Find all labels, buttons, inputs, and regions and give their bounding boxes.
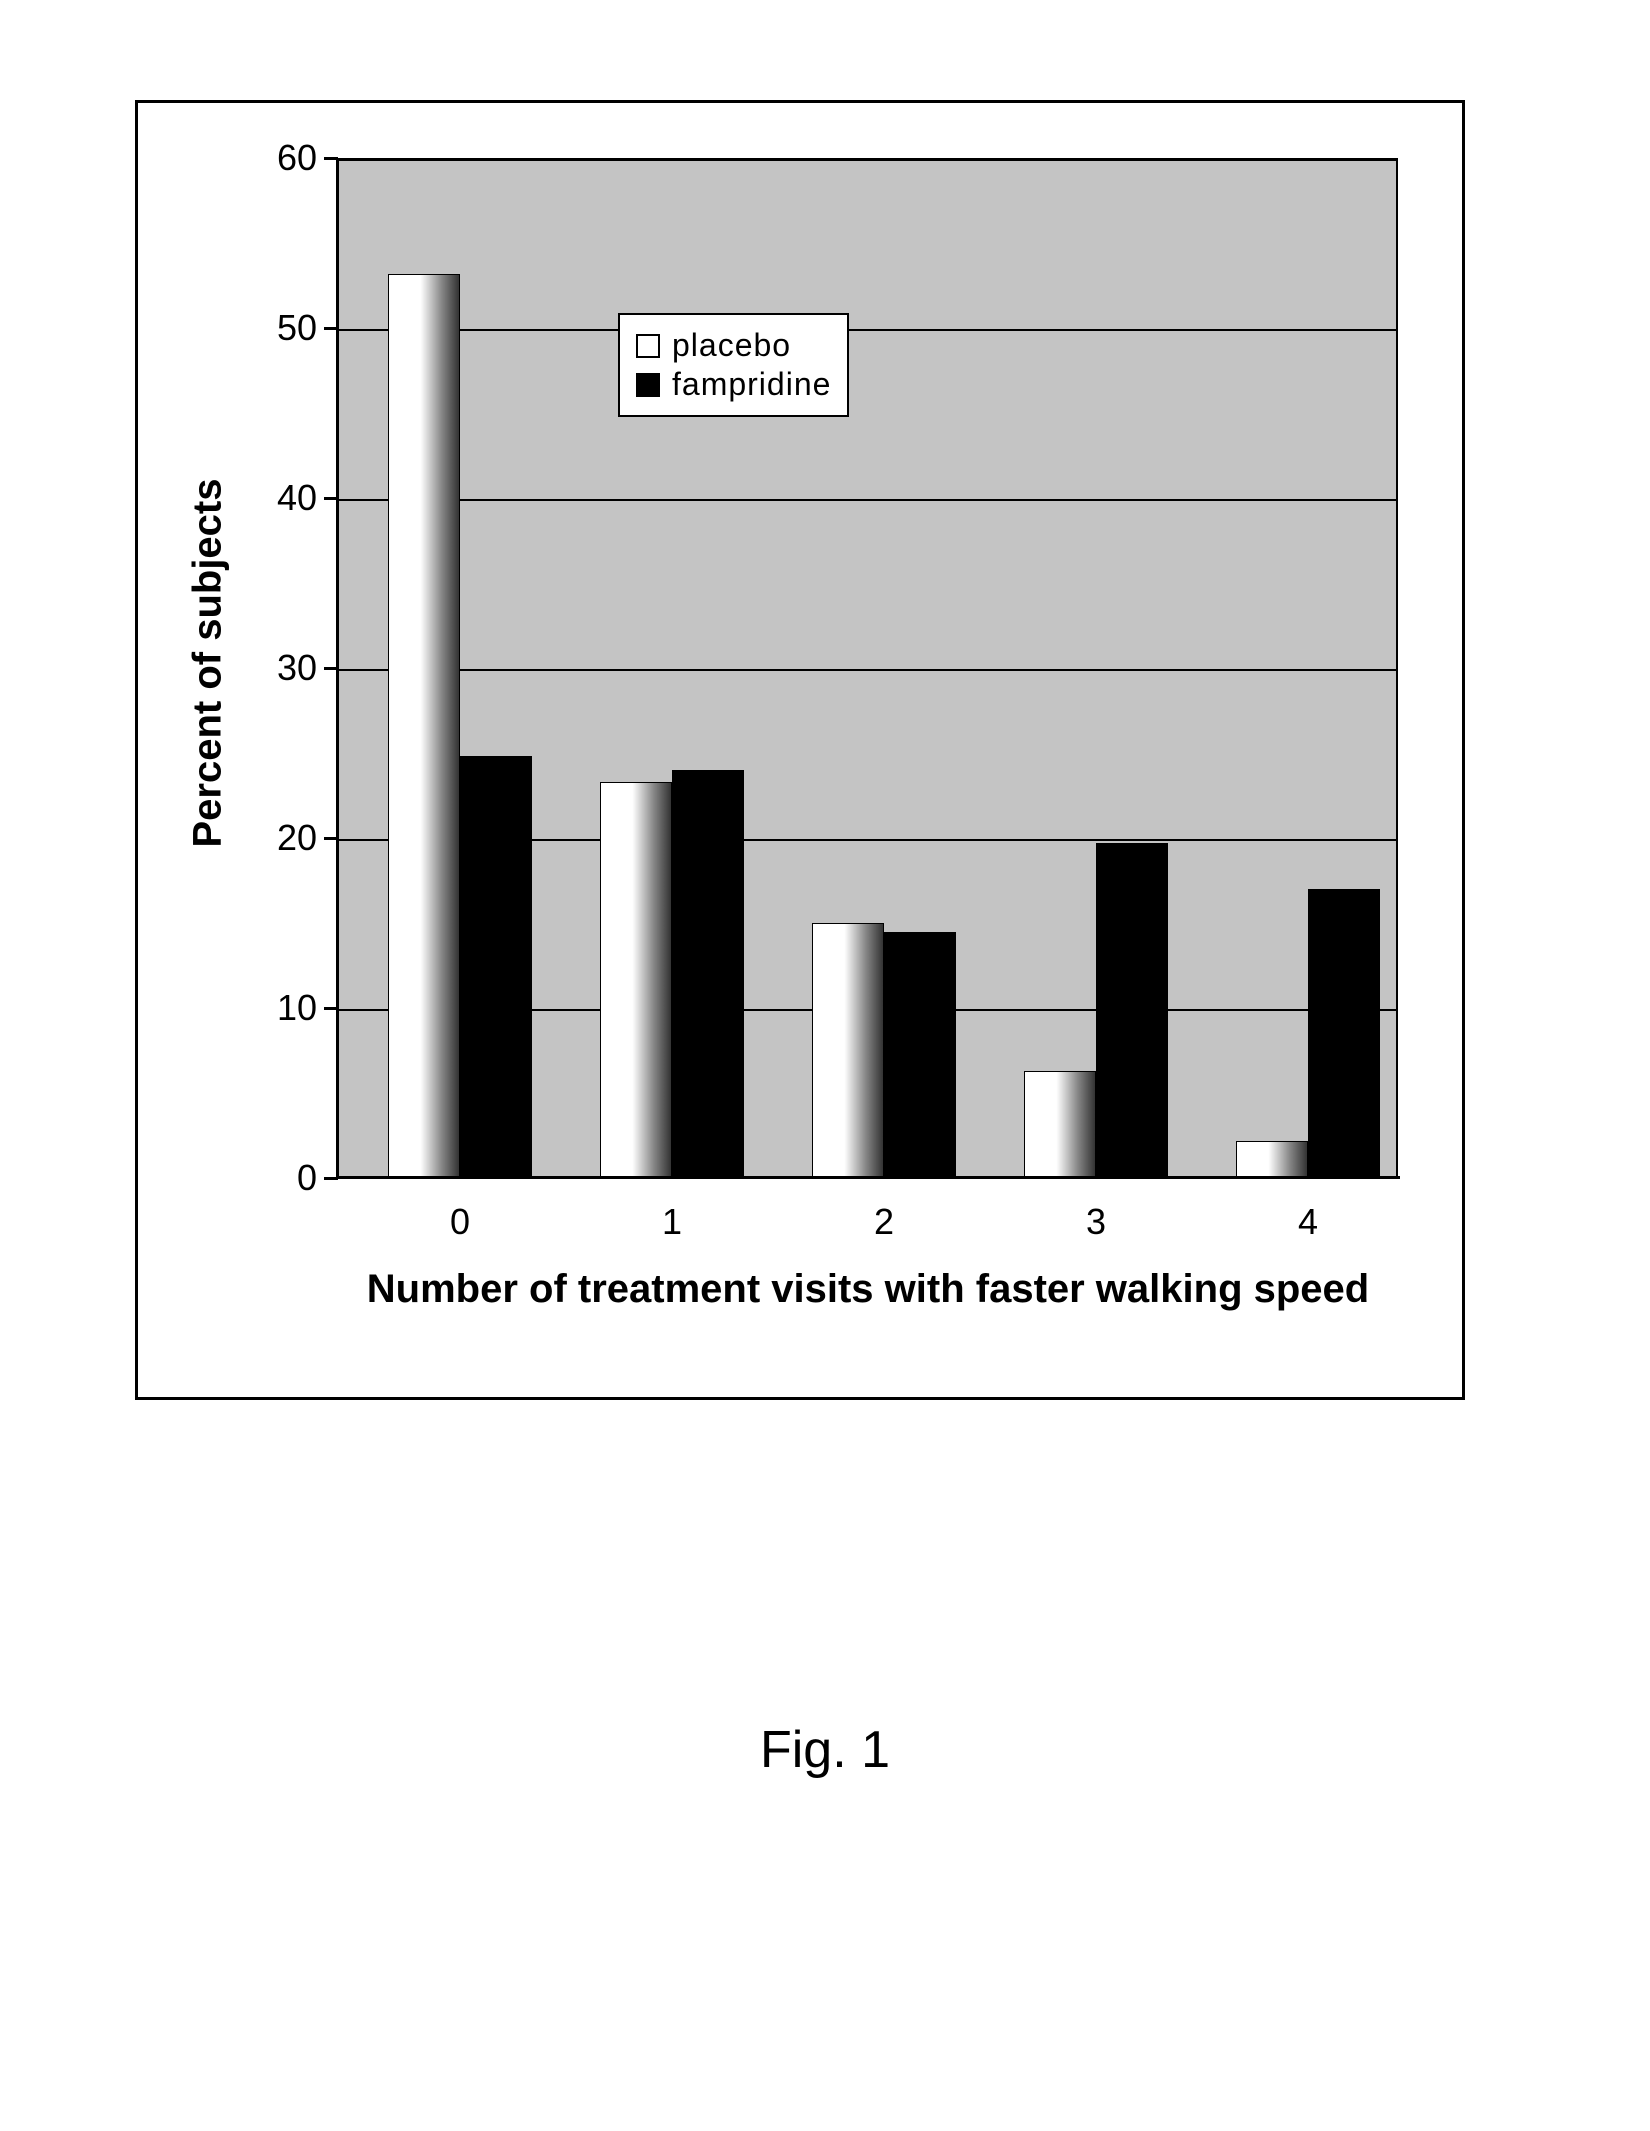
y-tick [324, 1007, 338, 1010]
figure-caption: Fig. 1 [0, 1720, 1650, 1780]
legend-label-fampridine: fampridine [672, 366, 831, 403]
bar-fampridine-0 [460, 756, 532, 1178]
y-axis-title: Percent of subjects [186, 478, 231, 847]
legend-label-placebo: placebo [672, 327, 791, 364]
gridline [338, 159, 1396, 161]
bar-placebo-3 [1024, 1071, 1096, 1178]
y-tick-label: 20 [277, 817, 317, 859]
x-tick-label: 2 [874, 1201, 894, 1243]
bar-placebo-1 [600, 782, 672, 1178]
legend-item-placebo: placebo [636, 327, 831, 364]
y-tick-label: 60 [277, 137, 317, 179]
y-tick [324, 327, 338, 330]
x-tick-label: 1 [662, 1201, 682, 1243]
x-axis [336, 1176, 1400, 1179]
bar-placebo-2 [812, 923, 884, 1178]
bar-fampridine-3 [1096, 843, 1168, 1178]
bar-placebo-0 [388, 274, 460, 1178]
y-tick-label: 0 [297, 1157, 317, 1199]
plot-area [338, 158, 1398, 1178]
bar-fampridine-4 [1308, 889, 1380, 1178]
legend: placebo fampridine [618, 313, 849, 417]
y-tick [324, 837, 338, 840]
y-tick [324, 157, 338, 160]
y-tick-label: 50 [277, 307, 317, 349]
bar-fampridine-2 [884, 932, 956, 1179]
legend-swatch-fampridine [636, 373, 660, 397]
y-tick [324, 497, 338, 500]
x-tick-label: 4 [1298, 1201, 1318, 1243]
y-tick [324, 1177, 338, 1180]
y-tick-label: 10 [277, 987, 317, 1029]
bar-placebo-4 [1236, 1141, 1308, 1178]
legend-swatch-placebo [636, 334, 660, 358]
x-axis-title: Number of treatment visits with faster w… [338, 1263, 1398, 1315]
x-tick-label: 3 [1086, 1201, 1106, 1243]
gridline [338, 329, 1396, 331]
bar-fampridine-1 [672, 770, 744, 1178]
gridline [338, 669, 1396, 671]
legend-item-fampridine: fampridine [636, 366, 831, 403]
y-tick-label: 40 [277, 477, 317, 519]
y-tick [324, 667, 338, 670]
gridline [338, 499, 1396, 501]
chart-container: Percent of subjects Number of treatment … [135, 100, 1465, 1400]
x-tick-label: 0 [450, 1201, 470, 1243]
y-tick-label: 30 [277, 647, 317, 689]
